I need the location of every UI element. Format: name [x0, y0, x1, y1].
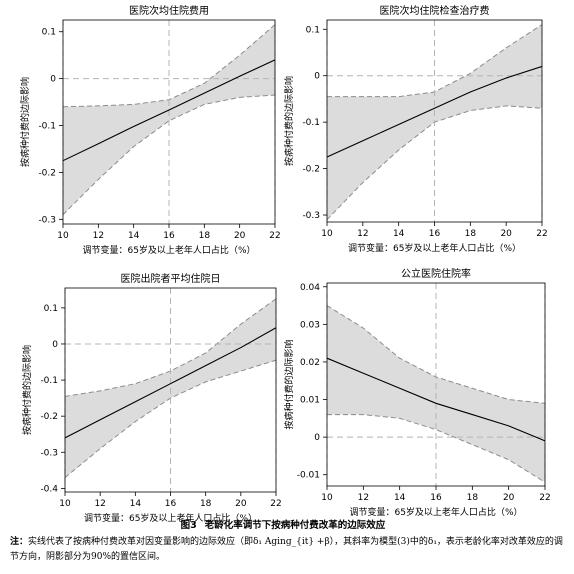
y-tick-label: 0.03 — [300, 320, 320, 330]
note-text: 实线代表了按病种付费改革对因变量影响的边际效应（即δ₁ Aging_{it} +… — [10, 537, 563, 562]
y-tick-label: -0.1 — [40, 376, 58, 386]
y-tick-label: -0.3 — [40, 448, 58, 458]
panel-1-hospital-avg-inpatient-cost: 10 12 14 16 18 20 22 -0.3 -0.2 -0.1 0 0.1 医院次均住院费用调节… — [19, 4, 281, 256]
panel-2-hospital-exam-treatment-cost: 10 12 14 16 18 20 22 -0.3 -0.2 -0.1 0 0.1 医院次均住院检查治疗… — [283, 4, 548, 254]
y-tick-label: -0.2 — [40, 412, 58, 422]
x-tick-label: 14 — [130, 499, 142, 509]
x-tick-label: 10 — [321, 229, 333, 239]
x-tick-label: 10 — [59, 499, 71, 509]
x-tick-label: 16 — [429, 229, 441, 239]
x-tick-label: 22 — [270, 499, 281, 509]
x-axis-label: 调节变量：65岁及以上老年人口占比（%） — [349, 506, 522, 518]
x-tick-label: 10 — [321, 493, 333, 503]
panel-title: 公立医院住院率 — [401, 267, 471, 280]
note-label: 注： — [10, 537, 29, 547]
y-tick-label: 0.1 — [44, 304, 58, 314]
y-tick-label: 0.01 — [300, 396, 320, 406]
x-tick-label: 22 — [536, 229, 547, 239]
x-tick-label: 22 — [539, 493, 550, 503]
marginal-effect-line — [326, 65, 543, 158]
y-tick-label: 0.02 — [300, 358, 320, 368]
x-tick-label: 14 — [393, 229, 405, 239]
x-tick-label: 12 — [94, 499, 105, 509]
panel-title: 医院次均住院检查治疗费 — [380, 4, 490, 17]
y-axis-label: 按病种付费的边际影响 — [283, 339, 295, 429]
y-axis-label: 按病种付费的边际影响 — [21, 345, 33, 435]
x-tick-label: 14 — [394, 493, 406, 503]
x-tick-label: 16 — [165, 499, 177, 509]
y-tick-label: -0.2 — [302, 165, 320, 175]
y-tick-label: 0 — [50, 75, 56, 85]
y-tick-label: -0.1 — [38, 122, 56, 132]
x-axis-label: 调节变量：65岁及以上老年人口占比（%） — [348, 242, 521, 254]
panel-3-avg-length-of-stay: 10 12 14 16 18 20 22 -0.4 -0.3 -0.2 -0.1 0 0.1 医院出院者平… — [21, 272, 282, 524]
panel-4-public-hospital-admission-rate: 10 12 14 16 18 20 22 -0.01 0 0.01 0.02 0.03 0.04 公立医院… — [283, 267, 551, 518]
confidence-band — [63, 24, 275, 215]
y-tick-label: 0 — [52, 340, 58, 350]
x-axis-label: 调节变量：65岁及以上老年人口占比（%） — [82, 244, 255, 256]
x-tick-label: 12 — [358, 493, 369, 503]
y-tick-label: -0.4 — [40, 484, 58, 494]
x-axis-label: 调节变量：65岁及以上老年人口占比（%） — [84, 512, 257, 524]
y-tick-label: 0.1 — [42, 28, 56, 38]
marginal-effect-line — [64, 327, 277, 439]
x-tick-label: 18 — [200, 499, 212, 509]
ci-upper-line — [62, 24, 276, 108]
y-tick-label: -0.3 — [302, 211, 320, 221]
x-tick-label: 16 — [430, 493, 442, 503]
y-tick-label: 0.1 — [306, 25, 320, 35]
panel-title: 医院次均住院费用 — [129, 4, 209, 17]
x-tick-label: 10 — [57, 231, 69, 241]
ci-lower-line — [62, 94, 276, 215]
y-tick-label: 0.04 — [300, 283, 320, 293]
panel-title: 医院出院者平均住院日 — [121, 272, 221, 285]
x-tick-label: 20 — [500, 229, 512, 239]
x-tick-label: 12 — [93, 231, 104, 241]
x-tick-label: 16 — [163, 231, 175, 241]
x-tick-label: 18 — [199, 231, 211, 241]
figure-number: 图3 — [180, 520, 197, 531]
y-tick-label: 0 — [314, 72, 320, 82]
x-tick-label: 20 — [234, 231, 246, 241]
figure-title: 老龄化率调节下按病种付费改革的边际效应 — [204, 520, 386, 531]
y-tick-label: -0.2 — [38, 168, 56, 178]
x-tick-label: 14 — [128, 231, 140, 241]
marginal-effect-line — [326, 357, 546, 442]
y-tick-label: 0 — [314, 433, 320, 443]
figure-caption: 图3 老龄化率调节下按病种付费改革的边际效应 — [0, 517, 574, 531]
y-tick-label: -0.3 — [38, 215, 56, 225]
x-tick-label: 22 — [269, 231, 280, 241]
x-tick-label: 20 — [235, 499, 247, 509]
x-tick-label: 18 — [465, 229, 477, 239]
y-axis-label: 按病种付费的边际影响 — [19, 77, 31, 167]
y-tick-label: -0.01 — [297, 471, 320, 481]
y-axis-label: 按病种付费的边际影响 — [283, 76, 295, 166]
y-tick-label: -0.1 — [302, 118, 320, 128]
figure-note: 注：实线代表了按病种付费改革对因变量影响的边际效应（即δ₁ Aging_{it}… — [10, 535, 566, 565]
marginal-effect-line — [62, 59, 276, 162]
x-tick-label: 18 — [467, 493, 479, 503]
x-tick-label: 12 — [357, 229, 368, 239]
x-tick-label: 20 — [503, 493, 515, 503]
ci-lower-line — [327, 414, 546, 483]
